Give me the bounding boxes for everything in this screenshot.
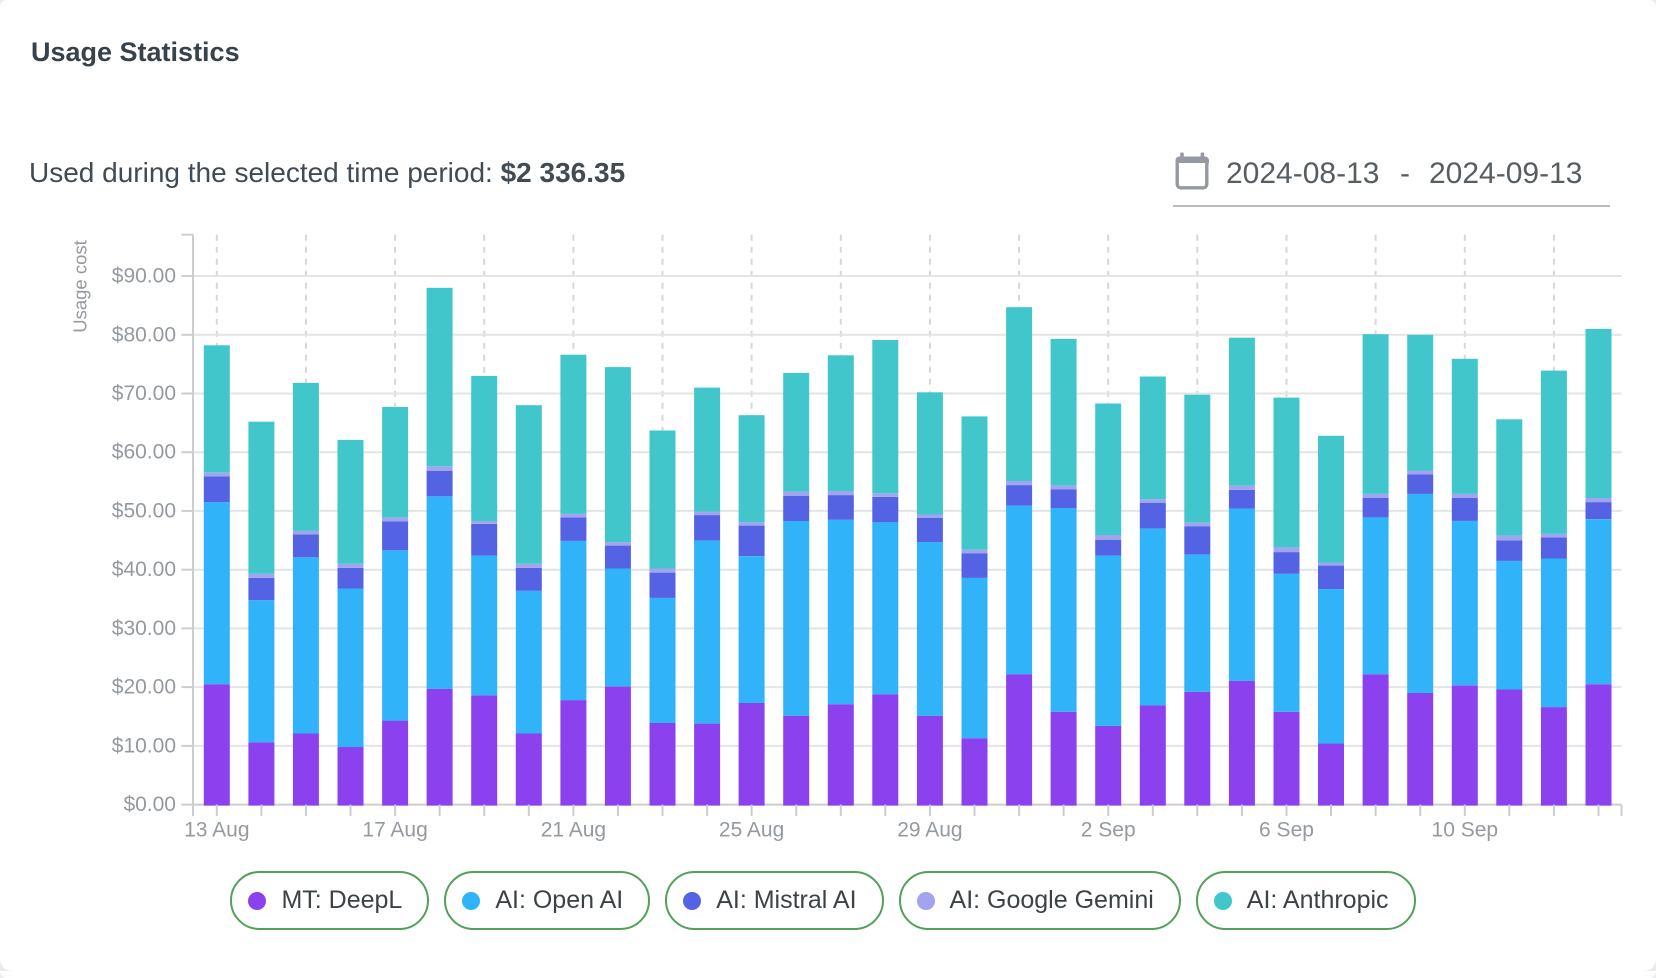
svg-text:$30.00: $30.00: [112, 617, 176, 640]
svg-text:$80.00: $80.00: [112, 323, 176, 346]
svg-text:$70.00: $70.00: [112, 382, 176, 405]
svg-text:$10.00: $10.00: [112, 734, 176, 757]
svg-text:13 Aug: 13 Aug: [184, 819, 249, 842]
svg-text:$90.00: $90.00: [112, 265, 176, 288]
svg-text:$50.00: $50.00: [112, 499, 176, 522]
svg-text:17 Aug: 17 Aug: [362, 819, 427, 842]
svg-text:10 Sep: 10 Sep: [1432, 819, 1499, 842]
svg-text:29 Aug: 29 Aug: [897, 819, 962, 842]
svg-text:$60.00: $60.00: [112, 441, 176, 464]
svg-text:21 Aug: 21 Aug: [541, 819, 606, 842]
svg-text:$40.00: $40.00: [112, 558, 176, 581]
svg-text:2 Sep: 2 Sep: [1081, 819, 1136, 842]
svg-text:25 Aug: 25 Aug: [719, 819, 784, 842]
svg-text:$20.00: $20.00: [112, 676, 176, 699]
svg-text:$0.00: $0.00: [123, 793, 176, 816]
svg-text:Usage cost: Usage cost: [70, 240, 91, 333]
svg-text:6 Sep: 6 Sep: [1259, 819, 1314, 842]
